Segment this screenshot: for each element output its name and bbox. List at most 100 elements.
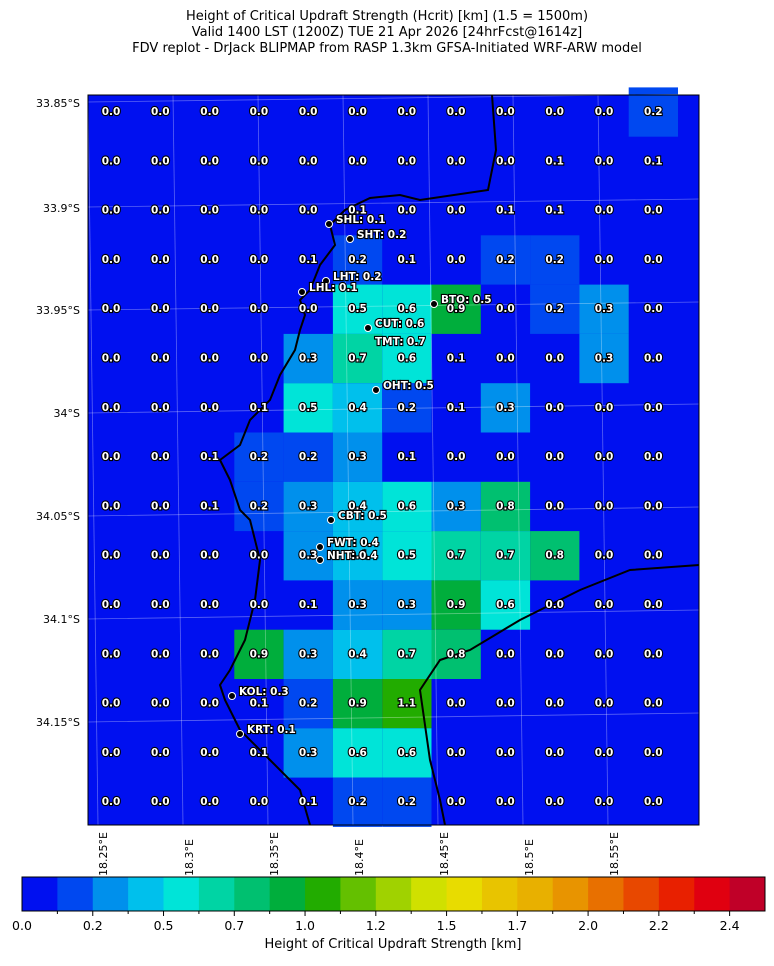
- source: FDV replot - DrJack BLIPMAP from RASP 1.…: [132, 41, 642, 56]
- station-dot: [236, 730, 244, 738]
- lon-label: 18.5°E: [523, 839, 536, 876]
- lon-label: 18.45°E: [438, 832, 451, 876]
- grid-value: 0.0: [447, 155, 466, 167]
- grid-value: 0.2: [496, 254, 515, 266]
- station-label: KOL: 0.3: [239, 686, 289, 698]
- grid-value: 0.9: [447, 303, 466, 315]
- grid-value: 0.0: [397, 205, 416, 217]
- cell: [480, 235, 531, 285]
- cell: [234, 481, 284, 532]
- grid-value: 0.3: [299, 353, 318, 365]
- cell: [234, 629, 284, 679]
- colorbar-swatch: [375, 877, 412, 911]
- grid-value: 0.0: [151, 648, 170, 660]
- grid-value: 0.0: [545, 796, 564, 808]
- grid-value: 0.0: [200, 747, 219, 759]
- grid-value: 0.0: [496, 106, 515, 118]
- grid-value: 0.4: [348, 648, 367, 660]
- grid-value: 0.6: [397, 500, 416, 512]
- axes: 33.85°S 33.9°S 33.95°S 34°S 34.05°S 34.1°S 34.…: [36, 97, 621, 876]
- grid-value: 0.0: [102, 205, 121, 217]
- lat-label: 34.05°S: [36, 510, 80, 523]
- grid-value: 0.2: [250, 451, 269, 463]
- grid-value: 0.0: [151, 698, 170, 710]
- coastline: [218, 94, 498, 826]
- grid-value: 0.4: [348, 550, 367, 562]
- colorbar-swatch: [481, 877, 518, 911]
- grid-value: 0.8: [496, 500, 515, 512]
- grid-value: 0.0: [644, 550, 663, 562]
- colorbar-swatch: [588, 877, 624, 911]
- colorbar-swatch: [198, 877, 235, 911]
- grid-value: 0.0: [200, 303, 219, 315]
- grid-value: 0.1: [250, 747, 269, 759]
- grid-value: 0.3: [299, 500, 318, 512]
- grid-value: 0.6: [397, 353, 416, 365]
- grid-value: 0.0: [102, 747, 121, 759]
- grid-value: 0.0: [595, 747, 614, 759]
- lat-label: 33.9°S: [43, 202, 80, 215]
- grid-value: 1.1: [397, 698, 416, 710]
- cell: [382, 629, 432, 679]
- grid-value: 0.0: [200, 550, 219, 562]
- grid-value: 0.0: [200, 402, 219, 414]
- grid-value: 0.0: [496, 303, 515, 315]
- grid-value: 0.9: [348, 698, 367, 710]
- cell: [283, 383, 333, 433]
- station-label: TMT: 0.7: [375, 336, 426, 348]
- colorbar-swatch: [234, 877, 271, 911]
- grid-value: 0.0: [644, 451, 663, 463]
- cell: [332, 629, 383, 679]
- grid-value: 0.0: [644, 500, 663, 512]
- cell: [480, 580, 531, 630]
- cell: [382, 728, 432, 778]
- grid-value: 0.8: [545, 550, 564, 562]
- lat-label: 33.85°S: [36, 97, 80, 110]
- grid-value: 0.0: [595, 451, 614, 463]
- colorbar-swatch: [163, 877, 200, 911]
- colorbar-tick-label: 0.0: [12, 918, 32, 933]
- colorbar-tick-label: 1.0: [295, 918, 315, 933]
- grid-value: 0.0: [595, 205, 614, 217]
- grid-value: 0.6: [496, 599, 515, 611]
- grid-value: 0.9: [250, 648, 269, 660]
- grid-value: 0.0: [299, 155, 318, 167]
- cell: [332, 531, 383, 581]
- grid-value: 0.3: [299, 550, 318, 562]
- grid-value: 0.0: [151, 205, 170, 217]
- grid-value: 0.0: [447, 254, 466, 266]
- colorbar-swatch: [22, 877, 58, 911]
- grid-value: 0.0: [348, 106, 367, 118]
- lon-label: 18.35°E: [268, 832, 281, 876]
- grid-value: 0.0: [397, 155, 416, 167]
- lat-label: 34.15°S: [36, 716, 80, 729]
- colorbar-tick-label: 1.5: [437, 918, 457, 933]
- grid-values: 0.0 0.0 0.0 0.0 0.0 0.0 0.0 0.0 0.0 0.0 0.0 0.2 0.0 0…: [101, 105, 664, 809]
- cell: [382, 284, 432, 334]
- cell: [332, 235, 383, 285]
- station-dot: [346, 235, 354, 243]
- grid-value: 0.0: [151, 155, 170, 167]
- grid-value: 0.0: [644, 402, 663, 414]
- grid-value: 0.0: [595, 599, 614, 611]
- station-label: LHL: 0.1: [309, 282, 358, 294]
- grid-value: 0.0: [102, 599, 121, 611]
- lon-label: 18.55°E: [608, 832, 621, 876]
- grid-value: 0.0: [102, 303, 121, 315]
- grid-value: 0.0: [496, 155, 515, 167]
- grid-value: 0.9: [447, 599, 466, 611]
- grid-value: 0.0: [496, 451, 515, 463]
- cell: [332, 679, 383, 729]
- grid-value: 0.5: [397, 550, 416, 562]
- grid-value: 0.0: [250, 106, 269, 118]
- grid-value: 0.0: [545, 402, 564, 414]
- grid-value: 0.0: [595, 254, 614, 266]
- grid-value: 0.2: [299, 698, 318, 710]
- colorbar: 0.0 0.2 0.5 0.7 1.0 1.2 1.5 1.7 2.0 2.2 2.4: [12, 876, 766, 933]
- lon-label: 18.25°E: [97, 832, 110, 876]
- station-dot: [316, 556, 324, 564]
- colorbar-tick-label: 0.7: [224, 918, 244, 933]
- grid-value: 0.0: [644, 648, 663, 660]
- station-dot: [327, 516, 335, 524]
